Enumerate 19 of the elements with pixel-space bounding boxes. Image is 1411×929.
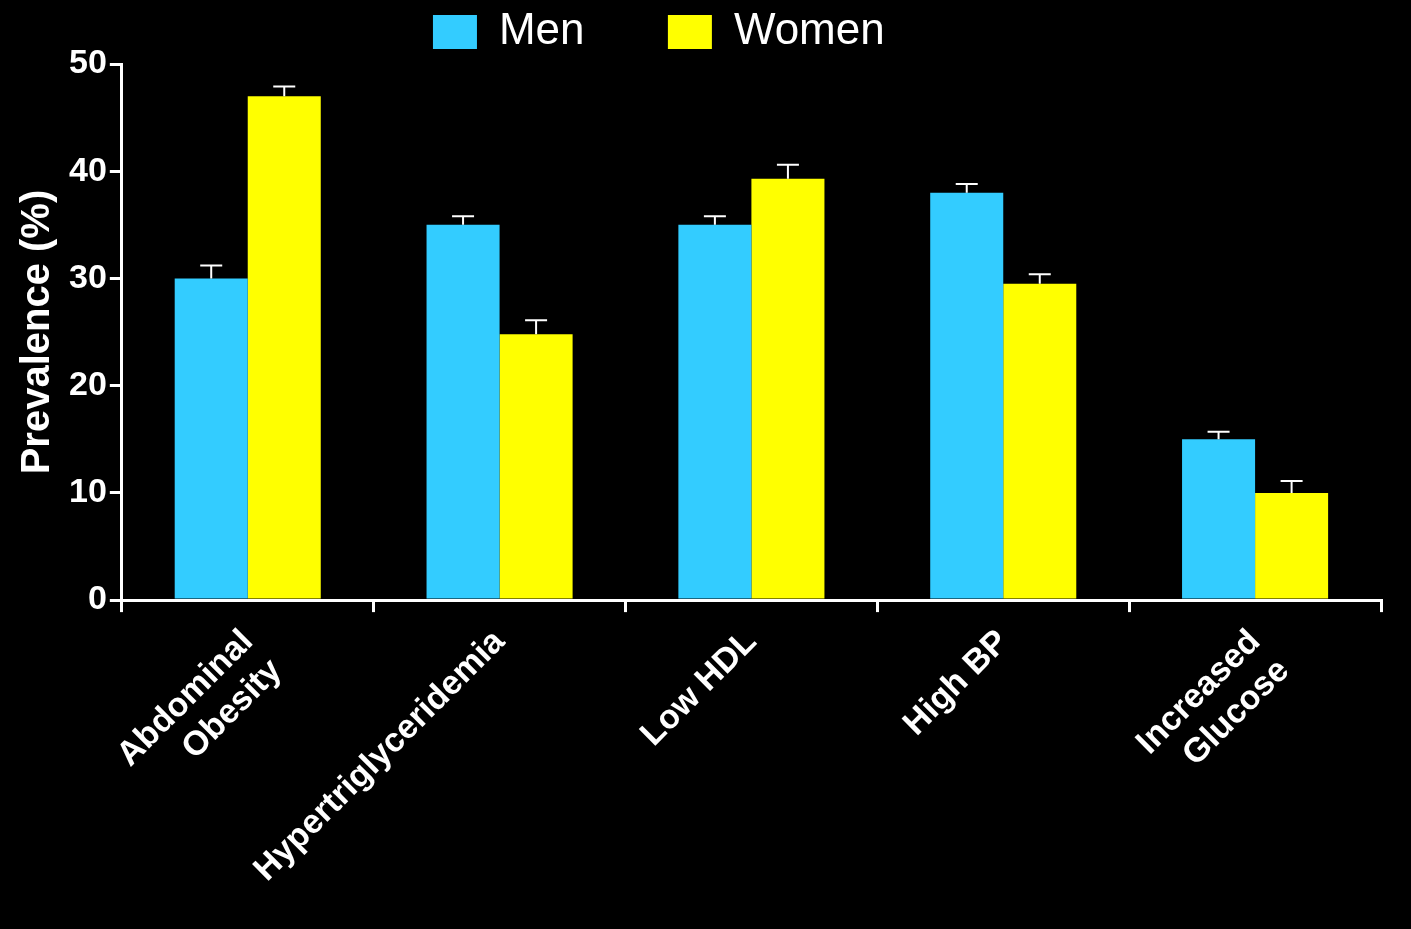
- y-tick-label: 30: [68, 256, 107, 295]
- legend-label: Women: [733, 4, 959, 54]
- y-tick-label: 40: [68, 149, 107, 188]
- bar: [1255, 492, 1329, 599]
- y-tick-label: 0: [87, 578, 107, 617]
- y-tick-label: 10: [68, 471, 107, 510]
- bar: [1182, 439, 1256, 599]
- bar: [930, 192, 1004, 599]
- bar: [247, 96, 321, 599]
- legend-label: Men: [498, 4, 658, 54]
- bar: [499, 334, 573, 599]
- bar: [751, 178, 825, 599]
- y-axis-title: Prevalence (%): [13, 189, 58, 475]
- y-tick-label: 50: [68, 42, 107, 81]
- bar: [678, 224, 752, 599]
- bar: [174, 278, 248, 599]
- bar: [426, 224, 500, 599]
- y-tick-label: 20: [68, 364, 107, 403]
- bar: [1003, 283, 1077, 599]
